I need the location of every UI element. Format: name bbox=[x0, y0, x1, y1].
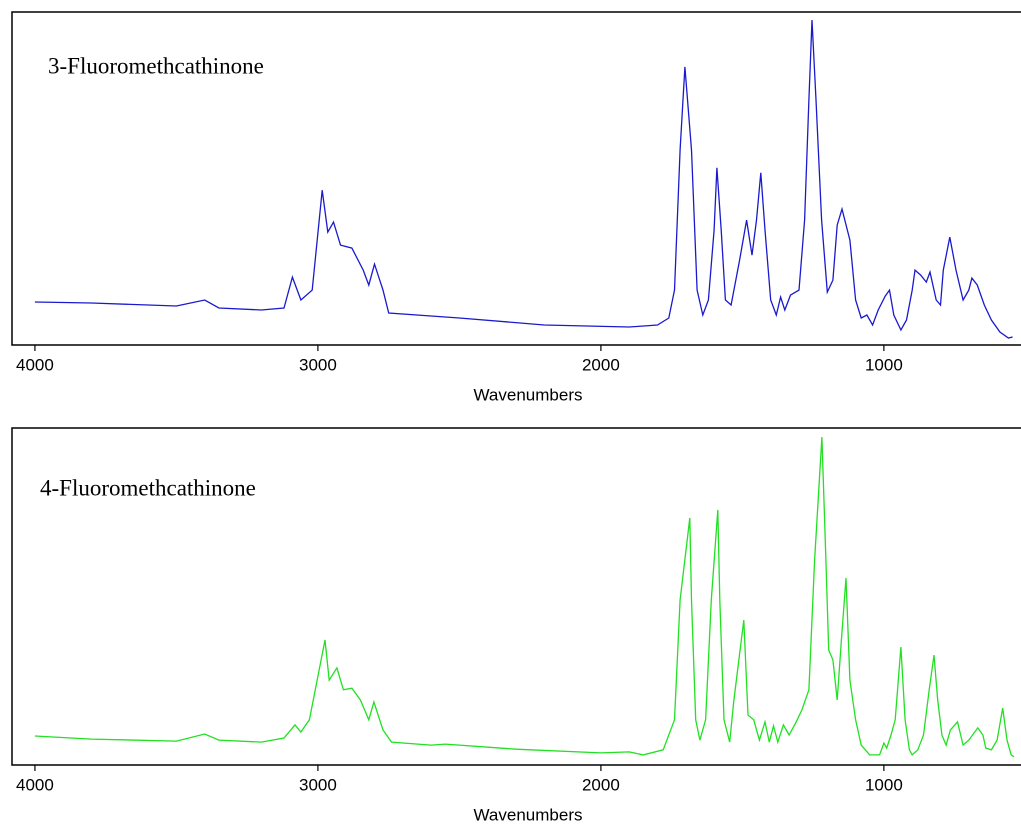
x-tick-label: 4000 bbox=[16, 355, 54, 374]
spectrum-line bbox=[34, 19, 1013, 339]
x-tick-label: 3000 bbox=[299, 355, 337, 374]
panel: 4000 3000 2000 1000 Wavenumbers 3-Fluoromethc… bbox=[11, 11, 1021, 404]
x-tick-label: 2000 bbox=[582, 355, 620, 374]
x-tick-label: 1000 bbox=[865, 775, 903, 794]
x-tick-label: 2000 bbox=[582, 775, 620, 794]
x-axis-label: Wavenumbers bbox=[474, 385, 583, 404]
x-tick-label: 1000 bbox=[865, 355, 903, 374]
plot-frame bbox=[11, 11, 1021, 346]
panel: 4000 3000 2000 1000 Wavenumbers 4-Fluoromethc… bbox=[11, 427, 1021, 824]
x-tick-label: 4000 bbox=[16, 775, 54, 794]
annotation: 3-Fluoromethcathinone bbox=[48, 53, 264, 78]
x-axis-label: Wavenumbers bbox=[474, 805, 583, 824]
annotation: 4-Fluoromethcathinone bbox=[40, 475, 256, 500]
x-tick-label: 3000 bbox=[299, 775, 337, 794]
spectrum-line bbox=[34, 437, 1015, 758]
plot-frame bbox=[11, 427, 1021, 766]
